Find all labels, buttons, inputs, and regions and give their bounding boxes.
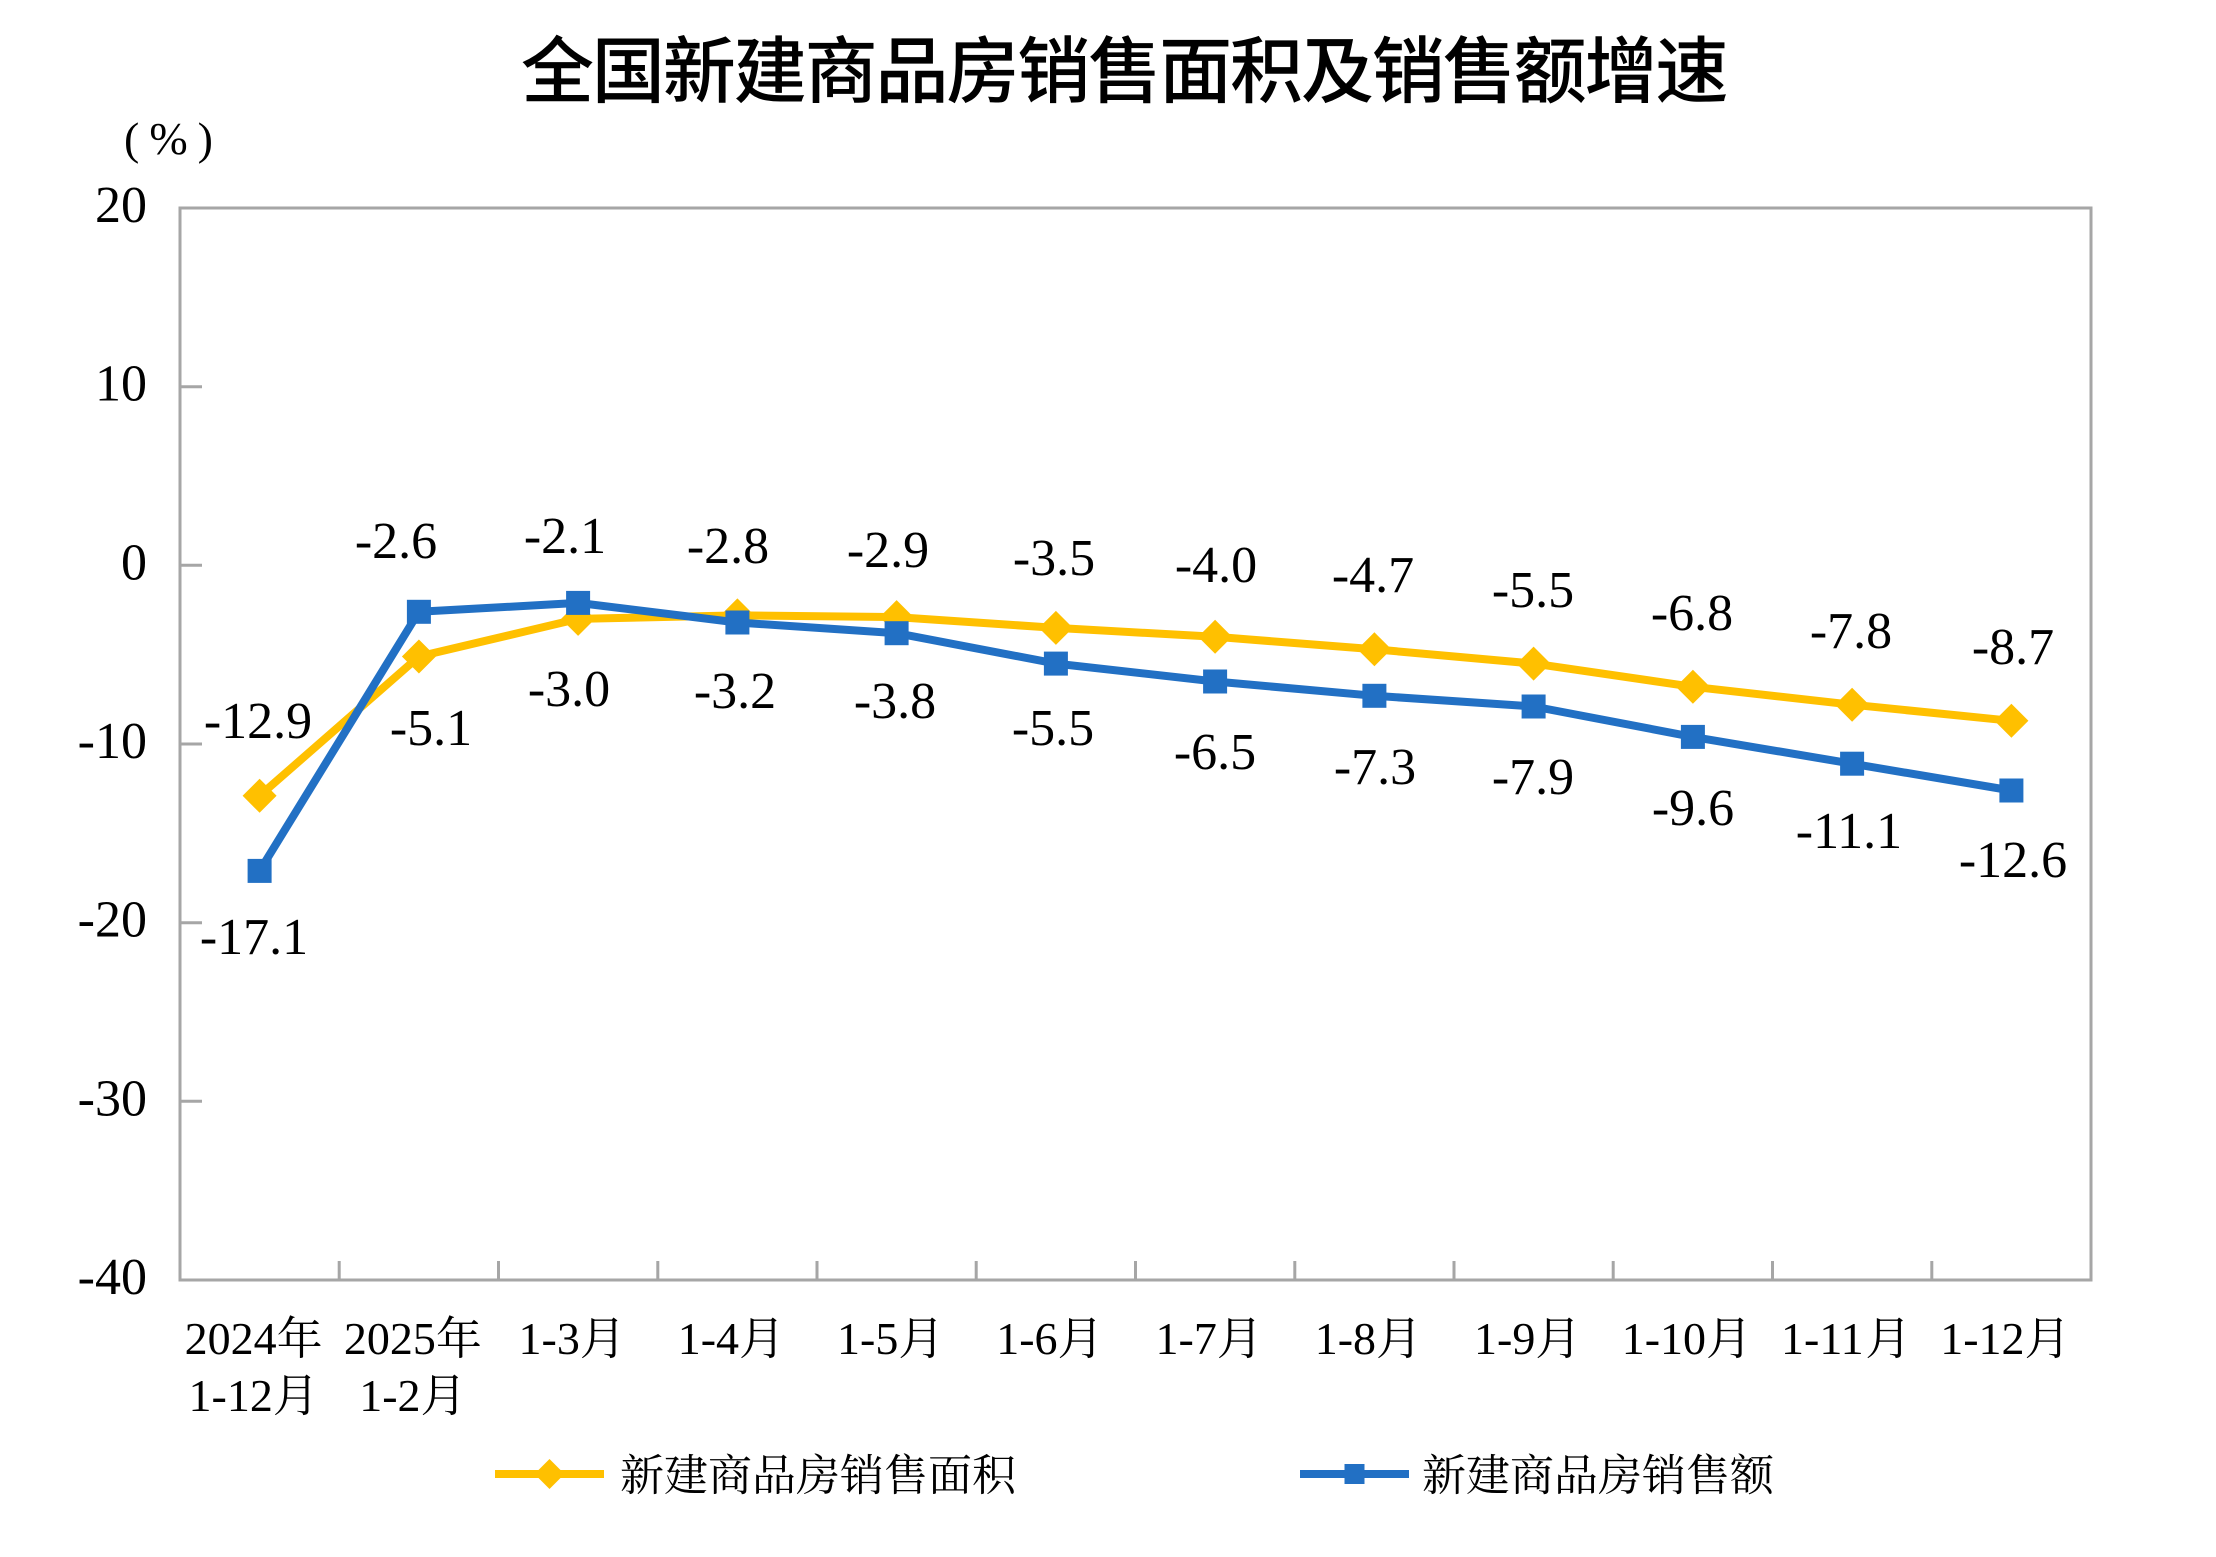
svg-text:1-12: 1-12 (189, 1370, 273, 1421)
svg-text:2025: 2025 (344, 1313, 436, 1364)
svg-text:1-3: 1-3 (519, 1313, 580, 1364)
svg-text:-4.7: -4.7 (1332, 547, 1414, 604)
svg-text:-20: -20 (78, 892, 147, 949)
svg-text:-7.8: -7.8 (1810, 603, 1892, 660)
svg-text:-8.7: -8.7 (1972, 619, 2054, 676)
svg-text:0: 0 (121, 534, 147, 591)
svg-text:1-11: 1-11 (1781, 1313, 1864, 1364)
svg-text:-5.5: -5.5 (1012, 700, 1094, 757)
svg-text:-3.2: -3.2 (694, 663, 776, 720)
svg-text:(%): (%) (124, 113, 223, 164)
svg-text:-6.8: -6.8 (1651, 585, 1733, 642)
svg-text:-7.9: -7.9 (1492, 749, 1574, 806)
svg-text:20: 20 (95, 177, 147, 234)
svg-text:1-9: 1-9 (1474, 1313, 1535, 1364)
svg-text:1-12: 1-12 (1940, 1313, 2024, 1364)
svg-text:-3.5: -3.5 (1013, 530, 1095, 587)
svg-text:-2.6: -2.6 (355, 513, 437, 570)
svg-text:-6.5: -6.5 (1174, 724, 1256, 781)
svg-text:1-10: 1-10 (1622, 1313, 1706, 1364)
svg-text:-2.9: -2.9 (847, 522, 929, 579)
svg-text:-10: -10 (78, 713, 147, 770)
svg-text:1-8: 1-8 (1315, 1313, 1376, 1364)
svg-text:-17.1: -17.1 (200, 909, 308, 966)
svg-text:-5.5: -5.5 (1492, 562, 1574, 619)
svg-text:-5.1: -5.1 (390, 700, 472, 757)
svg-text:-4.0: -4.0 (1175, 537, 1257, 594)
svg-text:2024: 2024 (185, 1313, 277, 1364)
svg-text:1-6: 1-6 (996, 1313, 1057, 1364)
svg-text:-12.6: -12.6 (1959, 832, 2067, 889)
svg-text:1-7: 1-7 (1156, 1313, 1217, 1364)
svg-text:-30: -30 (78, 1070, 147, 1127)
svg-text:1-4: 1-4 (678, 1313, 739, 1364)
svg-text:-2.1: -2.1 (524, 508, 606, 565)
svg-text:-40: -40 (78, 1249, 147, 1306)
svg-text:1-5: 1-5 (837, 1313, 898, 1364)
svg-text:-11.1: -11.1 (1796, 803, 1902, 860)
svg-text:-3.0: -3.0 (528, 661, 610, 718)
svg-text:-3.8: -3.8 (854, 673, 936, 730)
svg-text:10: 10 (95, 356, 147, 413)
svg-text:-2.8: -2.8 (687, 518, 769, 575)
svg-text:1-2: 1-2 (359, 1370, 420, 1421)
svg-text:-9.6: -9.6 (1652, 780, 1734, 837)
svg-text:-12.9: -12.9 (204, 693, 312, 750)
svg-text:-7.3: -7.3 (1334, 739, 1416, 796)
